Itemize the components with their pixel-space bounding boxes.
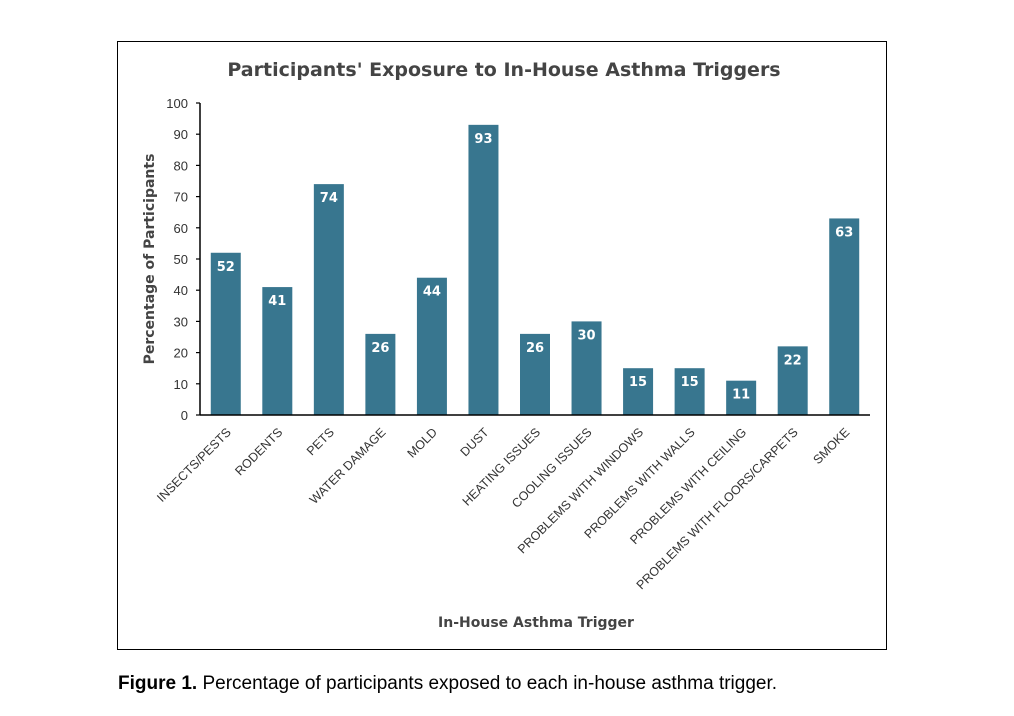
y-tick-label: 60 <box>174 221 188 236</box>
y-tick-label: 100 <box>166 96 188 111</box>
bar-chart: Participants' Exposure to In-House Asthm… <box>142 59 870 631</box>
chart-frame: Participants' Exposure to In-House Asthm… <box>117 41 887 650</box>
x-tick-label: RODENTS <box>232 425 285 478</box>
bar <box>829 218 860 415</box>
y-tick-label: 90 <box>174 127 188 142</box>
bar <box>623 368 654 415</box>
x-tick-label: PETS <box>304 425 337 458</box>
bar <box>674 368 705 415</box>
bar <box>726 380 757 415</box>
bar-value-label: 93 <box>474 132 492 147</box>
bar-value-label: 26 <box>526 341 544 356</box>
bar-value-label: 44 <box>423 285 441 300</box>
y-tick-label: 40 <box>174 283 188 298</box>
bar <box>210 252 241 415</box>
y-tick-label: 50 <box>174 252 188 267</box>
x-tick-label: MOLD <box>405 425 440 460</box>
bar <box>777 346 808 415</box>
bar <box>520 333 550 415</box>
bar-value-label: 63 <box>835 225 853 240</box>
bar <box>571 321 602 415</box>
bar-value-label: 15 <box>681 375 699 390</box>
x-tick-label: INSECTS/PESTS <box>154 425 234 505</box>
bar-value-label: 30 <box>577 328 595 343</box>
bar-value-label: 11 <box>732 388 750 403</box>
figure-caption-label: Figure 1. <box>118 673 198 694</box>
x-axis-label: In-House Asthma Trigger <box>438 615 634 631</box>
bar-value-label: 41 <box>268 294 286 309</box>
bar-value-label: 52 <box>217 260 235 275</box>
bar <box>365 333 396 415</box>
y-tick-label: 80 <box>174 158 188 173</box>
chart-title: Participants' Exposure to In-House Asthm… <box>227 59 780 81</box>
bar <box>468 124 499 415</box>
y-axis-label: Percentage of Participants <box>142 154 158 365</box>
y-tick-label: 0 <box>181 408 188 423</box>
bar <box>262 287 293 415</box>
bar-value-label: 74 <box>320 191 338 206</box>
bar-value-label: 26 <box>371 341 389 356</box>
bar-value-label: 15 <box>629 375 647 390</box>
y-tick-label: 70 <box>174 190 188 205</box>
plot-area: 0 10 20 30 40 50 60 70 80 90 100 52 INSECTS/PESTS 41 R… <box>154 96 870 592</box>
y-tick-label: 10 <box>174 377 188 392</box>
bar <box>416 277 447 415</box>
bar-value-label: 22 <box>784 353 802 368</box>
x-tick-label: DUST <box>458 425 492 459</box>
y-tick-label: 20 <box>174 346 188 361</box>
bar <box>313 184 344 415</box>
x-tick-label: SMOKE <box>811 425 853 467</box>
figure-caption: Figure 1. Percentage of participants exp… <box>118 673 777 695</box>
y-tick-label: 30 <box>174 314 188 329</box>
figure-caption-text: Percentage of participants exposed to ea… <box>197 673 778 694</box>
